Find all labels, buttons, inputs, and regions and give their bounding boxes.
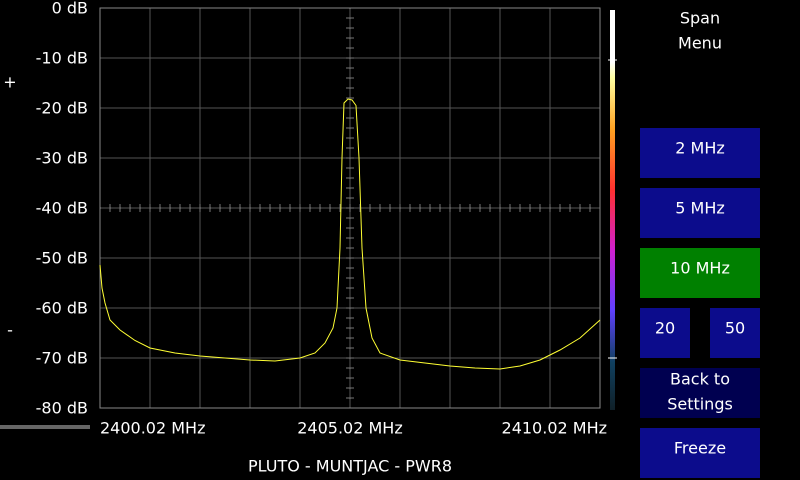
y-tick-label: -80 dB — [36, 399, 88, 418]
button[interactable]: 10 MHz — [640, 248, 760, 298]
y-tick-label: -50 dB — [36, 249, 88, 268]
menu-title: Menu — [678, 34, 722, 53]
y-tick-label: 0 dB — [52, 0, 88, 18]
button[interactable]: Freeze — [640, 428, 760, 478]
button[interactable]: 50 — [710, 308, 760, 358]
gain-down[interactable]: - — [7, 321, 13, 340]
y-tick-label: -40 dB — [36, 199, 88, 218]
plot: 0 dB -10 dB -20 dB -30 dB -40 dB -50 dB -60 dB… — [36, 0, 607, 438]
y-tick-label: -60 dB — [36, 299, 88, 318]
button-label: 2 MHz — [675, 139, 725, 158]
button-bg — [640, 368, 760, 418]
button-bg — [640, 248, 760, 298]
menu-title: Span — [680, 9, 720, 28]
x-tick-label: 2410.02 MHz — [502, 419, 607, 438]
button-label: Back to — [670, 370, 730, 389]
button-bg — [640, 128, 760, 178]
trace — [99, 98, 601, 370]
button-bg — [640, 428, 760, 478]
button-label: 50 — [725, 319, 745, 338]
button-bg — [710, 308, 760, 358]
button[interactable]: 2 MHz — [640, 128, 760, 178]
gain-up[interactable]: + — [3, 73, 16, 92]
plot-frame — [99, 7, 601, 409]
slider[interactable] — [0, 425, 90, 429]
color-bar — [610, 10, 615, 410]
button-bg — [640, 188, 760, 238]
button[interactable]: Back to Settings — [640, 368, 760, 418]
y-tick-label: -20 dB — [36, 99, 88, 118]
button-label: Settings — [667, 395, 733, 414]
x-tick-label: 2405.02 MHz — [297, 419, 402, 438]
x-tick-label: 2400.02 MHz — [100, 419, 205, 438]
y-tick-label: -70 dB — [36, 349, 88, 368]
button-label: 10 MHz — [670, 259, 730, 278]
chart-title: PLUTO - MUNTJAC - PWR8 — [248, 457, 452, 476]
button[interactable]: 5 MHz — [640, 188, 760, 238]
y-tick-label: -30 dB — [36, 149, 88, 168]
button-label: 5 MHz — [675, 199, 725, 218]
button-label: 20 — [655, 319, 675, 338]
button[interactable]: 20 — [640, 308, 690, 358]
y-tick-label: -10 dB — [36, 49, 88, 68]
button-label: Freeze — [674, 439, 726, 458]
button-bg — [640, 308, 690, 358]
